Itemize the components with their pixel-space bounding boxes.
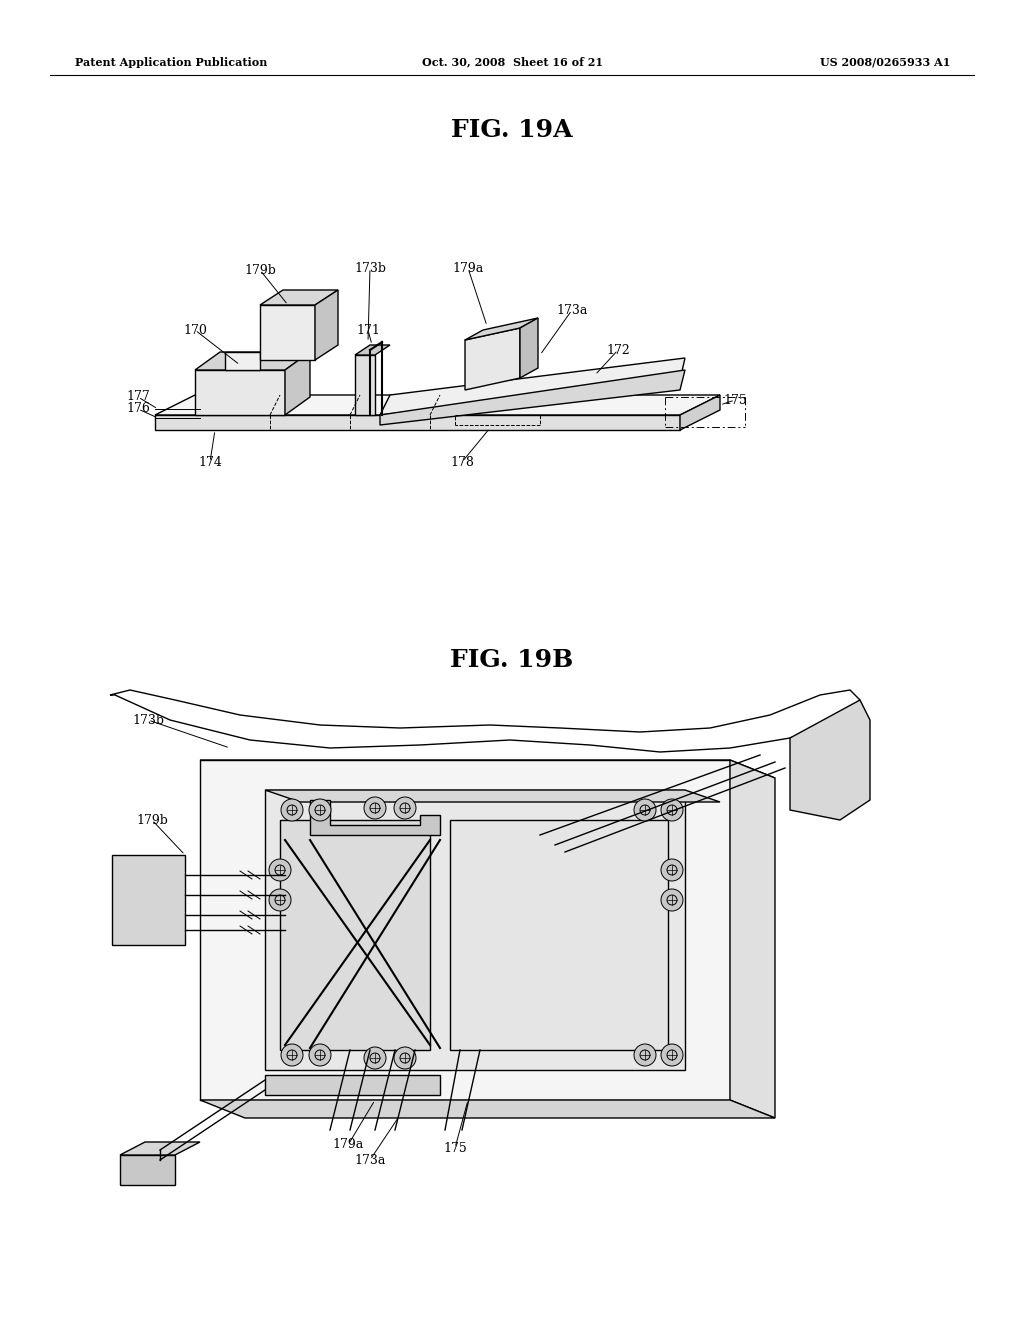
- Polygon shape: [265, 789, 720, 803]
- Circle shape: [269, 859, 291, 880]
- Circle shape: [309, 799, 331, 821]
- Polygon shape: [265, 789, 685, 1071]
- Polygon shape: [380, 370, 685, 425]
- Text: 173a: 173a: [556, 304, 588, 317]
- Circle shape: [394, 797, 416, 818]
- Circle shape: [394, 1047, 416, 1069]
- Polygon shape: [120, 1155, 175, 1185]
- Polygon shape: [225, 352, 260, 370]
- Circle shape: [634, 799, 656, 821]
- Polygon shape: [155, 414, 680, 430]
- Circle shape: [364, 797, 386, 818]
- Circle shape: [281, 1044, 303, 1067]
- Polygon shape: [280, 820, 430, 1049]
- Text: 175: 175: [443, 1142, 467, 1155]
- Text: 173b: 173b: [354, 261, 386, 275]
- Polygon shape: [260, 305, 315, 360]
- Polygon shape: [260, 290, 338, 305]
- Text: 177: 177: [126, 391, 150, 404]
- Text: 175: 175: [723, 393, 746, 407]
- Polygon shape: [450, 820, 668, 1049]
- Text: 179b: 179b: [244, 264, 275, 276]
- Polygon shape: [730, 760, 775, 1118]
- Polygon shape: [310, 800, 440, 836]
- Text: 179a: 179a: [453, 261, 483, 275]
- Polygon shape: [380, 358, 685, 414]
- Circle shape: [662, 799, 683, 821]
- Text: 179b: 179b: [136, 813, 168, 826]
- Polygon shape: [155, 395, 720, 414]
- Text: 170: 170: [183, 323, 207, 337]
- Circle shape: [662, 1044, 683, 1067]
- Text: 176: 176: [126, 403, 150, 416]
- Text: 173b: 173b: [132, 714, 164, 726]
- Text: US 2008/0265933 A1: US 2008/0265933 A1: [819, 57, 950, 67]
- Circle shape: [281, 799, 303, 821]
- Text: 174: 174: [198, 455, 222, 469]
- Text: FIG. 19B: FIG. 19B: [451, 648, 573, 672]
- Circle shape: [634, 1044, 656, 1067]
- Circle shape: [662, 859, 683, 880]
- Circle shape: [309, 1044, 331, 1067]
- Polygon shape: [790, 700, 870, 820]
- Polygon shape: [285, 352, 310, 414]
- Polygon shape: [355, 355, 375, 414]
- Text: 172: 172: [606, 343, 630, 356]
- Circle shape: [662, 888, 683, 911]
- Polygon shape: [195, 370, 285, 414]
- Text: Patent Application Publication: Patent Application Publication: [75, 57, 267, 67]
- Polygon shape: [465, 318, 538, 341]
- Text: 179a: 179a: [333, 1138, 364, 1151]
- Polygon shape: [315, 290, 338, 360]
- Text: FIG. 19A: FIG. 19A: [452, 117, 572, 143]
- Text: 173a: 173a: [354, 1154, 386, 1167]
- Text: 171: 171: [356, 323, 380, 337]
- Text: 178: 178: [451, 455, 474, 469]
- Polygon shape: [355, 345, 390, 355]
- Polygon shape: [520, 318, 538, 378]
- Polygon shape: [200, 760, 730, 1100]
- Text: Oct. 30, 2008  Sheet 16 of 21: Oct. 30, 2008 Sheet 16 of 21: [422, 57, 602, 67]
- Polygon shape: [112, 855, 185, 945]
- Polygon shape: [200, 1100, 775, 1118]
- Polygon shape: [120, 1142, 200, 1155]
- Circle shape: [364, 1047, 386, 1069]
- Polygon shape: [195, 352, 310, 370]
- Polygon shape: [200, 760, 775, 777]
- Circle shape: [269, 888, 291, 911]
- Polygon shape: [680, 395, 720, 430]
- Polygon shape: [465, 327, 520, 389]
- Polygon shape: [265, 1074, 440, 1096]
